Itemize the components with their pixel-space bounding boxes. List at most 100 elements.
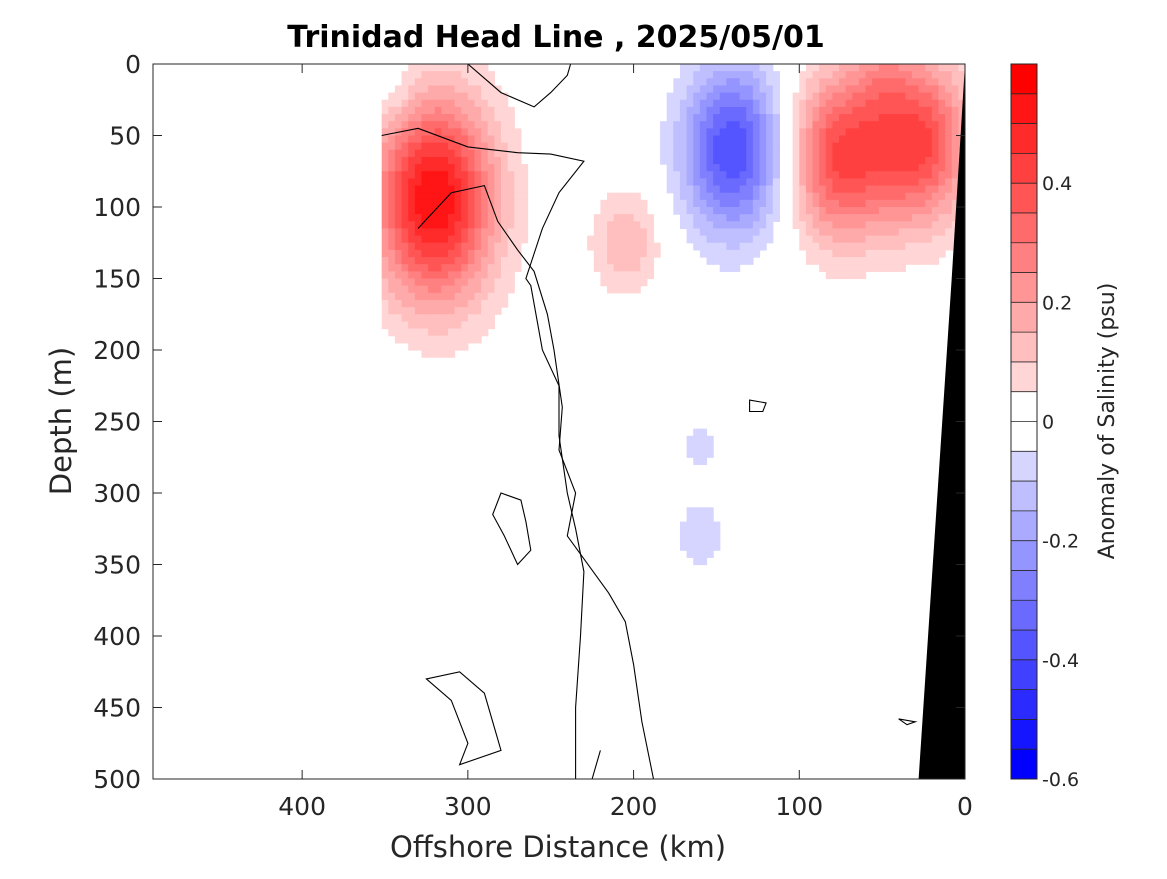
- anomaly-cell: [812, 207, 820, 215]
- anomaly-cell: [646, 249, 655, 258]
- anomaly-cell: [381, 307, 389, 315]
- anomaly-cell: [752, 185, 761, 194]
- anomaly-cell: [865, 207, 873, 215]
- anomaly-cell: [766, 135, 774, 144]
- x-tick-label: 0: [957, 792, 973, 821]
- anomaly-cell: [858, 242, 867, 251]
- anomaly-cell: [739, 235, 747, 244]
- colorbar-level: [1011, 93, 1037, 124]
- anomaly-cell: [726, 85, 734, 94]
- anomaly-cell: [845, 199, 853, 208]
- anomaly-cell: [945, 156, 953, 165]
- anomaly-cell: [679, 92, 688, 101]
- anomaly-cell: [878, 207, 887, 215]
- anomaly-cell: [845, 257, 853, 265]
- anomaly-cell: [792, 171, 800, 179]
- anomaly-cell: [938, 235, 946, 244]
- anomaly-cell: [898, 128, 906, 137]
- anomaly-cell: [434, 199, 442, 208]
- anomaly-cell: [447, 156, 456, 165]
- anomaly-cell: [752, 71, 761, 79]
- anomaly-cell: [739, 92, 747, 101]
- anomaly-cell: [461, 71, 469, 79]
- anomaly-cell: [408, 335, 416, 344]
- anomaly-cell: [799, 185, 807, 194]
- anomaly-cell: [799, 164, 807, 172]
- anomaly-cell: [434, 321, 442, 330]
- anomaly-cell: [918, 164, 926, 172]
- anomaly-cell: [693, 135, 701, 144]
- anomaly-cell: [713, 207, 721, 215]
- anomaly-cell: [620, 285, 628, 294]
- anomaly-cell: [620, 221, 628, 230]
- anomaly-cell: [447, 264, 456, 272]
- anomaly-cell: [607, 271, 615, 280]
- anomaly-cell: [501, 271, 509, 280]
- anomaly-cell: [733, 99, 741, 108]
- anomaly-cell: [507, 164, 515, 172]
- anomaly-cell: [759, 121, 767, 129]
- anomaly-cell: [394, 135, 403, 144]
- anomaly-cell: [693, 128, 701, 137]
- anomaly-cell: [733, 71, 741, 79]
- anomaly-cell: [772, 171, 780, 179]
- anomaly-cell: [686, 114, 694, 122]
- anomaly-cell: [679, 221, 688, 230]
- anomaly-cell: [898, 164, 906, 172]
- anomaly-cell: [408, 235, 416, 244]
- anomaly-cell: [501, 214, 509, 222]
- anomaly-cell: [858, 121, 867, 129]
- anomaly-cell: [825, 178, 834, 187]
- anomaly-cell: [640, 242, 648, 251]
- anomaly-cell: [514, 164, 522, 172]
- anomaly-cell: [839, 128, 847, 137]
- anomaly-cell: [719, 99, 727, 108]
- anomaly-cell: [839, 199, 847, 208]
- anomaly-cell: [394, 121, 403, 129]
- anomaly-cell: [494, 278, 502, 287]
- anomaly-cell: [898, 135, 906, 144]
- anomaly-cell: [447, 149, 456, 158]
- anomaly-cell: [925, 85, 933, 94]
- anomaly-cell: [918, 106, 926, 115]
- anomaly-cell: [918, 142, 926, 151]
- anomaly-cell: [819, 207, 827, 215]
- anomaly-cell: [421, 228, 429, 237]
- anomaly-cell: [520, 164, 529, 172]
- anomaly-cell: [938, 142, 946, 151]
- anomaly-cell: [454, 71, 462, 79]
- anomaly-cell: [447, 207, 456, 215]
- anomaly-cell: [772, 128, 780, 137]
- anomaly-cell: [759, 85, 767, 94]
- anomaly-cell: [441, 350, 449, 358]
- anomaly-cell: [911, 135, 920, 144]
- anomaly-cell: [414, 156, 423, 165]
- anomaly-cell: [772, 164, 780, 172]
- anomaly-cell: [388, 292, 396, 301]
- anomaly-cell: [832, 78, 840, 87]
- anomaly-cell: [713, 543, 721, 551]
- anomaly-cell: [520, 235, 529, 244]
- anomaly-cell: [938, 221, 946, 230]
- anomaly-cell: [428, 185, 436, 194]
- anomaly-cell: [507, 235, 515, 244]
- anomaly-cell: [434, 185, 442, 194]
- anomaly-cell: [825, 207, 834, 215]
- anomaly-cell: [858, 114, 867, 122]
- anomaly-cell: [600, 271, 608, 280]
- anomaly-cell: [428, 199, 436, 208]
- anomaly-cell: [898, 149, 906, 158]
- anomaly-cell: [401, 335, 409, 344]
- anomaly-cell: [733, 114, 741, 122]
- anomaly-cell: [441, 271, 449, 280]
- anomaly-cell: [388, 99, 396, 108]
- anomaly-cell: [673, 78, 681, 87]
- anomaly-cell: [766, 221, 774, 230]
- anomaly-cell: [706, 106, 714, 115]
- anomaly-cell: [474, 207, 482, 215]
- anomaly-cell: [733, 64, 741, 72]
- anomaly-cell: [839, 192, 847, 201]
- anomaly-cell: [713, 121, 721, 129]
- anomaly-cell: [481, 64, 489, 72]
- anomaly-cell: [441, 92, 449, 101]
